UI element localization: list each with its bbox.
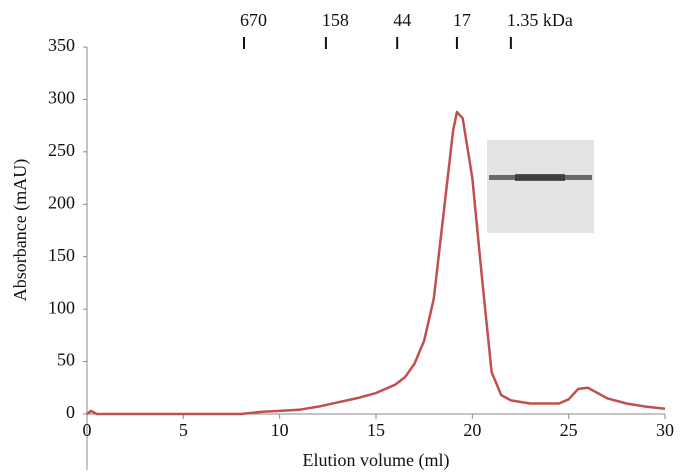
y-tick-label: 50 (57, 350, 75, 370)
marker-label: 44 (393, 10, 411, 30)
x-tick-label: 5 (179, 420, 188, 440)
gel-background (487, 140, 594, 233)
marker-label: 670 (240, 10, 267, 30)
gel-inset (487, 140, 594, 233)
x-tick-label: 0 (83, 420, 92, 440)
x-tick-label: 15 (367, 420, 385, 440)
x-tick-label: 25 (560, 420, 578, 440)
data-line (86, 110, 666, 416)
gel-band (515, 174, 565, 181)
y-tick-label: 0 (66, 402, 75, 422)
y-tick-label: 350 (48, 35, 75, 55)
x-tick-label: 10 (271, 420, 289, 440)
marker-label: 158 (322, 10, 349, 30)
marker-label: 17 (453, 10, 471, 30)
y-tick-label: 100 (48, 297, 75, 317)
x-tick-label: 30 (656, 420, 674, 440)
y-tick-label: 200 (48, 192, 75, 212)
y-axis-label: Absorbance (mAU) (10, 159, 31, 301)
y-tick-label: 300 (48, 88, 75, 108)
x-tick-label: 20 (463, 420, 481, 440)
x-axis-label: Elution volume (ml) (303, 450, 450, 471)
y-tick-label: 250 (48, 140, 75, 160)
y-tick-label: 150 (48, 245, 75, 265)
marker-label: 1.35 kDa (507, 10, 573, 30)
